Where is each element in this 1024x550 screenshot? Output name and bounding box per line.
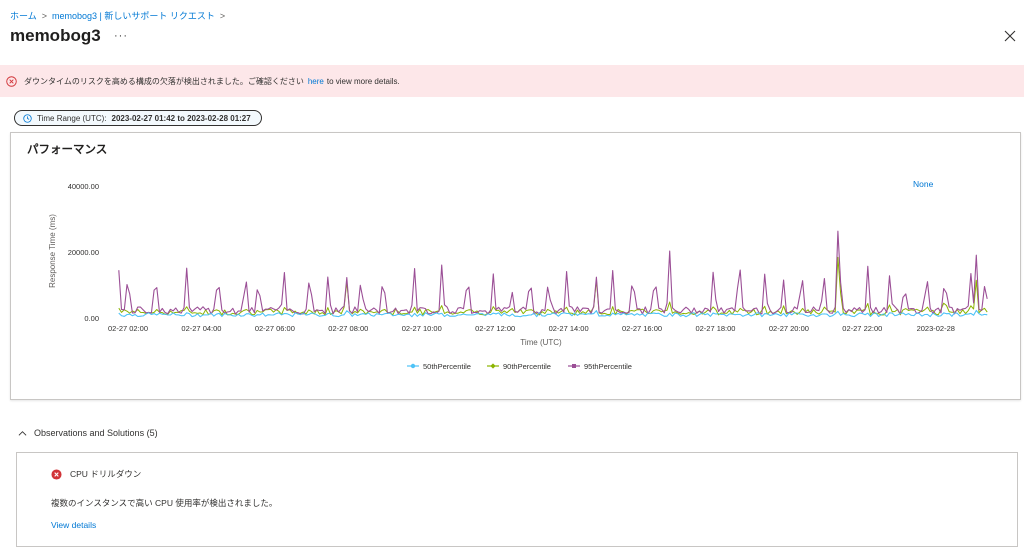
error-alert-banner: ダウンタイムのリスクを高める構成の欠落が検出されました。ご確認ください here… xyxy=(0,65,1024,97)
legend-label: 50thPercentile xyxy=(423,362,471,371)
x-tick-label: 02-27 22:00 xyxy=(842,324,882,333)
observation-card: CPU ドリルダウン 複数のインスタンスで高い CPU 使用率が検出されました。… xyxy=(16,452,1018,547)
response-time-chart: None 0.00 20000.00 40000.00 02-27 02:00 02-… xyxy=(48,179,988,371)
breadcrumb-support-request[interactable]: memobog3 | 新しいサポート リクエスト xyxy=(52,11,215,21)
time-range-label: Time Range (UTC): xyxy=(37,113,107,123)
chevron-up-icon xyxy=(18,430,27,436)
x-tick-label: 02-27 10:00 xyxy=(402,324,442,333)
more-options-button[interactable]: ··· xyxy=(114,30,128,42)
x-tick-label: 02-27 18:00 xyxy=(695,324,735,333)
chevron-right-icon: > xyxy=(219,10,226,21)
breadcrumb: ホーム > memobog3 | 新しいサポート リクエスト > xyxy=(10,9,225,22)
performance-title: パフォーマンス xyxy=(27,144,108,156)
x-tick-label: 02-27 06:00 xyxy=(255,324,295,333)
y-tick-label: 40000.00 xyxy=(68,182,99,191)
series-line-50th-overlay xyxy=(118,309,988,318)
x-tick-label: 02-27 16:00 xyxy=(622,324,662,333)
observation-description: 複数のインスタンスで高い CPU 使用率が検出されました。 xyxy=(51,498,278,508)
x-tick-label: 2023-02-28 xyxy=(917,324,955,333)
clock-icon xyxy=(23,113,32,123)
x-tick-label: 02-27 20:00 xyxy=(769,324,809,333)
x-tick-label: 02-27 08:00 xyxy=(328,324,368,333)
legend-label: 90thPercentile xyxy=(503,362,551,371)
performance-card: パフォーマンス None 0.00 20000.00 40000.00 02-27 … xyxy=(10,132,1021,400)
error-filled-icon xyxy=(51,468,62,480)
observation-title-text: CPU ドリルダウン xyxy=(70,469,142,479)
x-tick-label: 02-27 14:00 xyxy=(549,324,589,333)
view-details-link[interactable]: View details xyxy=(51,520,97,530)
page-title: memobog3 xyxy=(10,26,101,45)
alert-suffix: to view more details. xyxy=(326,76,400,86)
breadcrumb-home[interactable]: ホーム xyxy=(10,11,37,21)
observation-title: CPU ドリルダウン xyxy=(51,468,141,480)
y-tick-label: 0.00 xyxy=(84,314,99,323)
time-range-button[interactable]: Time Range (UTC): 2023-02-27 01:42 to 20… xyxy=(14,110,262,126)
y-axis-label: Response Time (ms) xyxy=(48,214,57,288)
legend-item-95thPercentile[interactable]: 95thPercentile xyxy=(568,362,632,371)
none-link[interactable]: None xyxy=(913,179,934,189)
legend-square-marker xyxy=(572,364,576,368)
series-line-95thPercentile xyxy=(118,230,988,315)
alert-here-link[interactable]: here xyxy=(307,76,324,86)
x-tick-label: 02-27 04:00 xyxy=(181,324,221,333)
time-range-value: 2023-02-27 01:42 to 2023-02-28 01:27 xyxy=(111,113,251,123)
observations-toggle[interactable]: Observations and Solutions (5) xyxy=(18,428,158,438)
x-tick-label: 02-27 02:00 xyxy=(108,324,148,333)
legend-item-50thPercentile[interactable]: 50thPercentile xyxy=(407,362,471,371)
observations-header: Observations and Solutions (5) xyxy=(34,428,158,438)
close-icon[interactable] xyxy=(1002,28,1018,44)
x-axis-label: Time (UTC) xyxy=(520,338,562,347)
legend-item-90thPercentile[interactable]: 90thPercentile xyxy=(487,362,551,371)
x-tick-label: 02-27 12:00 xyxy=(475,324,515,333)
error-circle-icon xyxy=(6,75,17,87)
legend-label: 95thPercentile xyxy=(584,362,632,371)
y-tick-label: 20000.00 xyxy=(68,248,99,257)
chevron-right-icon: > xyxy=(41,10,47,21)
legend-circle-marker xyxy=(410,363,416,369)
legend-diamond-marker xyxy=(490,363,496,369)
alert-message: ダウンタイムのリスクを高める構成の欠落が検出されました。ご確認ください xyxy=(24,76,304,86)
